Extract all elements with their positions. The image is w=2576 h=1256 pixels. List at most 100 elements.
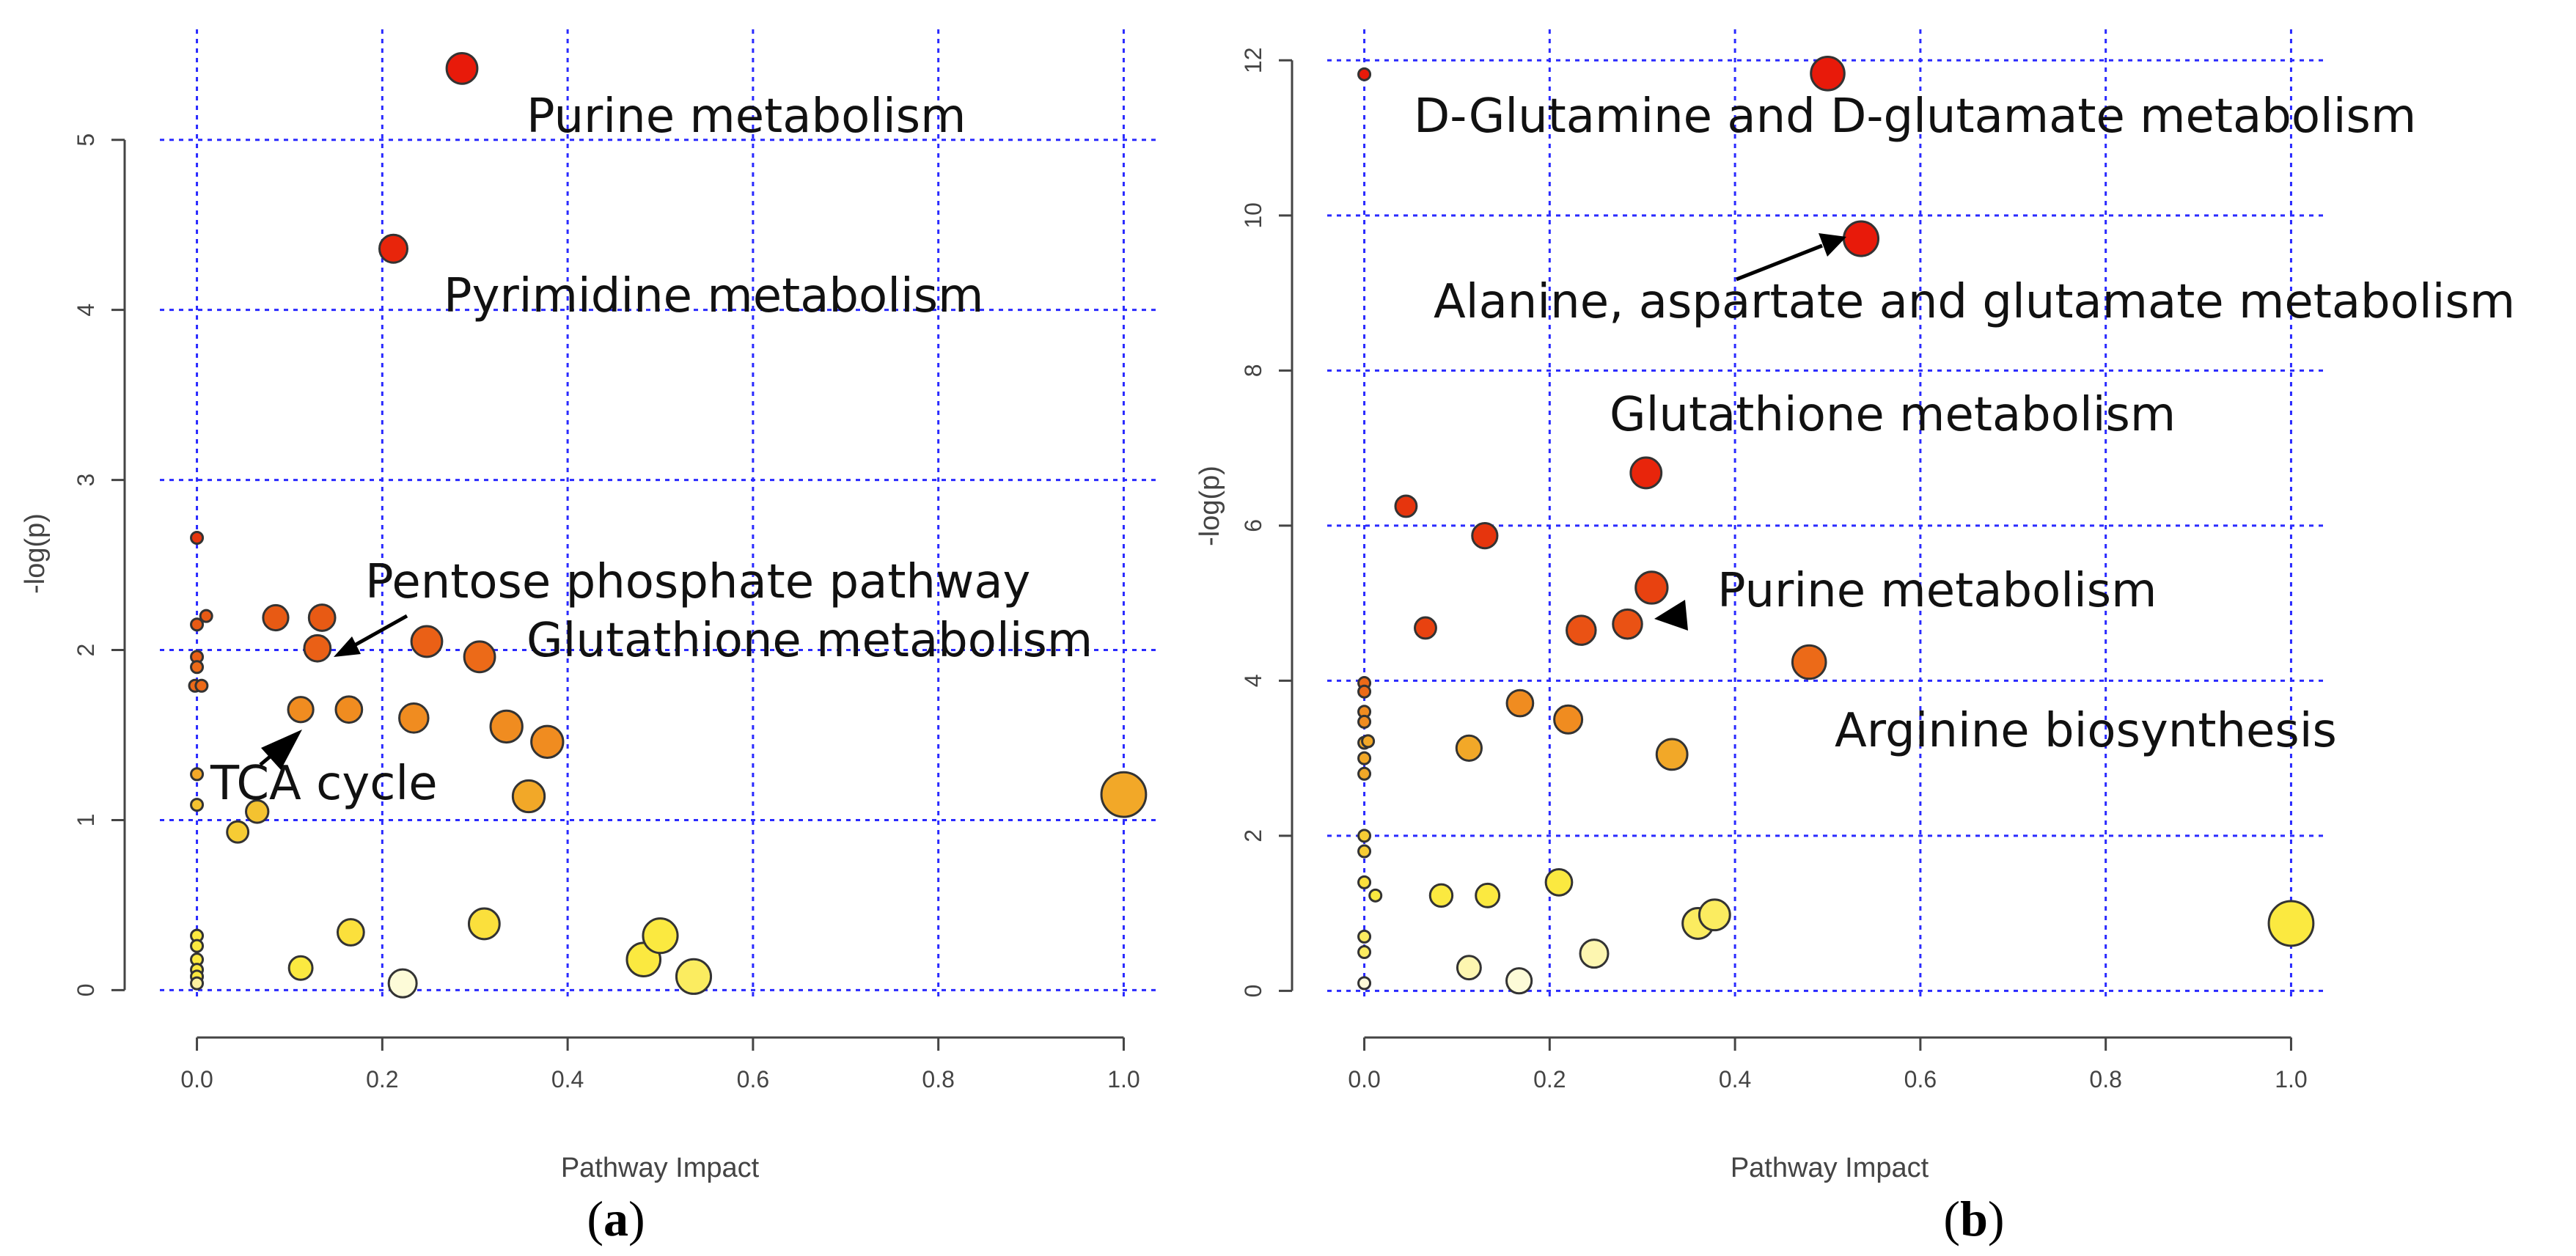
panel-b-x-tick-label-0: 0.0 <box>1348 1066 1380 1092</box>
panel-b-point-5 <box>1471 522 1499 550</box>
panel-b-x-axis-title: Pathway Impact <box>1731 1153 1929 1183</box>
panel-a-point-36 <box>642 917 679 955</box>
panel-b-x-tick-label-4: 0.8 <box>2089 1066 2121 1092</box>
panel-a-y-tick-label-0: 0 <box>73 984 99 997</box>
panel-b-point-19 <box>1357 751 1372 765</box>
panel-a-point-33 <box>467 907 501 941</box>
panel-a-point-24 <box>1100 771 1148 818</box>
panel-b-point-28 <box>1475 882 1501 908</box>
panel-a-annotation-pentose-phosphate: Pentose phosphate pathway <box>365 555 1030 609</box>
panel-a-point-26 <box>190 939 205 953</box>
panel-b-point-32 <box>1357 976 1372 991</box>
panel-a-x-tick-label-1: 0.2 <box>366 1066 398 1092</box>
panel-b-point-37 <box>1698 898 1731 932</box>
panel-a-x-tick-label-4: 0.8 <box>922 1066 954 1092</box>
panel-a-arrow-pentose-phosphate <box>334 614 408 657</box>
panel-b-point-3 <box>1629 456 1663 490</box>
panel-a-point-18 <box>530 724 565 759</box>
panel-b-point-23 <box>1357 829 1372 843</box>
panel-b-y-axis-title: -log(p) <box>1195 466 1225 546</box>
panel-b-point-29 <box>1544 868 1574 897</box>
panel-a-point-16 <box>398 702 430 734</box>
panel-a-point-15 <box>334 695 364 724</box>
panel-b-point-31 <box>1357 945 1372 960</box>
panel-a-point-8 <box>410 625 444 658</box>
panel-b-annotation-glutathione: Glutathione metabolism <box>1610 388 2176 442</box>
panel-b-point-8 <box>1566 614 1597 646</box>
panel-a-y-tick-label-4: 4 <box>73 304 99 317</box>
panel-a-point-5 <box>262 603 290 632</box>
panel-b-point-30 <box>1357 929 1372 944</box>
panel-b-x-tick-label-1: 0.2 <box>1533 1066 1566 1092</box>
panel-a-annotation-pyrimidine: Pyrimidine metabolism <box>444 269 983 323</box>
panel-a-point-13 <box>194 678 209 693</box>
panel-b-annotation-arginine: Arginine biosynthesis <box>1835 704 2337 758</box>
panel-b-point-22 <box>1655 738 1689 771</box>
panel-b-arrow-purine <box>1654 600 1688 631</box>
panel-a-point-17 <box>489 709 524 744</box>
panel-a-point-30 <box>190 976 205 991</box>
panel-a-point-34 <box>387 968 418 999</box>
panel-a-point-14 <box>287 696 315 724</box>
panel-b-point-25 <box>1357 875 1372 889</box>
panel-a-point-2 <box>190 530 205 545</box>
panel-b-y-tick-label-4: 8 <box>1240 364 1266 377</box>
panel-a-point-20 <box>190 798 205 812</box>
panel-a-point-7 <box>303 633 332 663</box>
panel-b-y-tick-label-6: 12 <box>1240 48 1266 74</box>
panel-a-y-tick-label-3: 3 <box>73 474 99 487</box>
panel-b-label: (b) <box>1943 1191 2004 1246</box>
panel-b-point-38 <box>2267 900 2315 947</box>
panel-a-y-tick-label-5: 5 <box>73 133 99 147</box>
panel-a-y-tick-label-2: 2 <box>73 644 99 657</box>
panel-b-y-tick-label-5: 10 <box>1240 202 1266 229</box>
panel-b-point-14 <box>1553 704 1584 735</box>
panel-a-x-tick-label-2: 0.4 <box>551 1066 584 1092</box>
panel-b-y-tick-label-1: 2 <box>1240 829 1266 842</box>
panel-a-point-31 <box>287 955 314 981</box>
panel-b-x-tick-label-5: 1.0 <box>2275 1066 2307 1092</box>
panel-b-annotation-alanine-aspartate: Alanine, aspartate and glutamate metabol… <box>1434 275 2515 329</box>
panel-a-point-4 <box>199 609 213 623</box>
panel-b-x-tick-label-3: 0.6 <box>1904 1066 1937 1092</box>
panel-a-point-21 <box>245 799 270 824</box>
panel-a-point-1 <box>378 233 408 264</box>
panel-b-point-12 <box>1357 684 1372 699</box>
panel-a-point-32 <box>337 918 365 947</box>
panel-b-point-9 <box>1612 608 1643 640</box>
panel-b-point-0 <box>1357 67 1372 81</box>
panel-b-point-34 <box>1505 967 1533 995</box>
panel-b-point-24 <box>1357 844 1372 859</box>
panel-a-point-23 <box>511 779 546 814</box>
panel-a-label: (a) <box>587 1191 645 1246</box>
panel-b-arrow-alanine-aspartate <box>1736 233 1846 282</box>
panel-b-point-33 <box>1456 955 1482 981</box>
panel-b-point-2 <box>1842 220 1880 257</box>
panel-b-y-tick-label-2: 4 <box>1240 674 1266 687</box>
panel-b-point-1 <box>1810 55 1846 92</box>
panel-a-point-19 <box>190 767 205 782</box>
panel-a-point-22 <box>226 820 250 844</box>
panel-b-point-16 <box>1357 714 1372 729</box>
panel-a-points <box>188 51 1148 999</box>
panel-b-point-20 <box>1357 766 1372 781</box>
panel-a-x-axis-title: Pathway Impact <box>561 1153 760 1183</box>
panel-b-point-21 <box>1455 734 1483 762</box>
panel-a-grid <box>160 29 1161 999</box>
panel-b-y-tick-label-3: 6 <box>1240 519 1266 532</box>
panel-b-x-tick-label-2: 0.4 <box>1719 1066 1751 1092</box>
panel-b-axes: 0.0 0.2 0.4 0.6 0.8 1.0 0 2 4 6 8 10 12 <box>1240 48 2308 1092</box>
panel-a-annotation-tca-cycle: TCA cycle <box>210 757 438 811</box>
panel-b-grid <box>1327 29 2328 999</box>
panel-a-annotation-purine: Purine metabolism <box>526 89 966 144</box>
panel-b-point-6 <box>1634 570 1669 605</box>
panel-b-point-35 <box>1579 939 1610 969</box>
panel-b-y-tick-label-0: 0 <box>1240 985 1266 998</box>
panel-a-point-3 <box>190 617 205 632</box>
panel-a-point-6 <box>307 603 337 632</box>
panel-b-annotation-purine: Purine metabolism <box>1717 564 2157 618</box>
panel-b-point-13 <box>1505 688 1535 718</box>
panel-a-point-0 <box>445 51 479 85</box>
panel-a-axes: 0.0 0.2 0.4 0.6 0.8 1.0 0 1 2 3 4 5 <box>73 133 1140 1092</box>
